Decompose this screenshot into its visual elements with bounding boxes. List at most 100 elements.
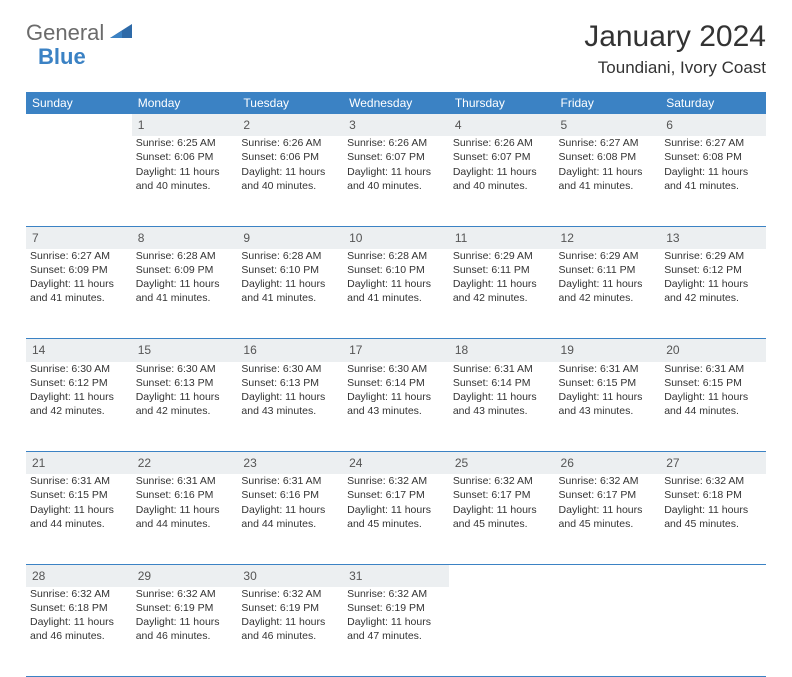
- day-cell: Sunrise: 6:27 AMSunset: 6:08 PMDaylight:…: [555, 136, 661, 226]
- day-cell: Sunrise: 6:32 AMSunset: 6:17 PMDaylight:…: [449, 474, 555, 564]
- cell-sunrise: Sunrise: 6:29 AM: [664, 249, 762, 263]
- week-row: Sunrise: 6:27 AMSunset: 6:09 PMDaylight:…: [26, 249, 766, 339]
- daynum-row: 28293031: [26, 564, 766, 587]
- day-number: 21: [26, 452, 132, 475]
- cell-sunrise: Sunrise: 6:30 AM: [241, 362, 339, 376]
- day-number: 17: [343, 339, 449, 362]
- cell-day1: Daylight: 11 hours: [136, 615, 234, 629]
- cell-day1: Daylight: 11 hours: [664, 390, 762, 404]
- cell-sunset: Sunset: 6:07 PM: [453, 150, 551, 164]
- cell-sunrise: Sunrise: 6:32 AM: [347, 587, 445, 601]
- day-number: 26: [555, 452, 661, 475]
- header: General January 2024 Toundiani, Ivory Co…: [26, 20, 766, 78]
- week-row: Sunrise: 6:31 AMSunset: 6:15 PMDaylight:…: [26, 474, 766, 564]
- cell-day2: and 46 minutes.: [30, 629, 128, 643]
- day-header: Sunday: [26, 92, 132, 114]
- cell-day1: Daylight: 11 hours: [241, 390, 339, 404]
- cell-sunrise: Sunrise: 6:31 AM: [30, 474, 128, 488]
- cell-day2: and 40 minutes.: [453, 179, 551, 193]
- day-number: 11: [449, 226, 555, 249]
- daynum-row: 78910111213: [26, 226, 766, 249]
- cell-day2: and 40 minutes.: [136, 179, 234, 193]
- cell-sunset: Sunset: 6:19 PM: [347, 601, 445, 615]
- cell-sunset: Sunset: 6:14 PM: [453, 376, 551, 390]
- day-cell: Sunrise: 6:30 AMSunset: 6:13 PMDaylight:…: [132, 362, 238, 452]
- day-cell: Sunrise: 6:32 AMSunset: 6:17 PMDaylight:…: [343, 474, 449, 564]
- day-number: 20: [660, 339, 766, 362]
- cell-sunrise: Sunrise: 6:25 AM: [136, 136, 234, 150]
- cell-sunset: Sunset: 6:14 PM: [347, 376, 445, 390]
- cell-day2: and 41 minutes.: [136, 291, 234, 305]
- cell-sunrise: Sunrise: 6:30 AM: [347, 362, 445, 376]
- cell-sunset: Sunset: 6:10 PM: [241, 263, 339, 277]
- cell-day2: and 43 minutes.: [559, 404, 657, 418]
- day-cell: Sunrise: 6:31 AMSunset: 6:14 PMDaylight:…: [449, 362, 555, 452]
- week-row: Sunrise: 6:30 AMSunset: 6:12 PMDaylight:…: [26, 362, 766, 452]
- cell-sunrise: Sunrise: 6:26 AM: [453, 136, 551, 150]
- cell-sunrise: Sunrise: 6:26 AM: [241, 136, 339, 150]
- cell-sunset: Sunset: 6:09 PM: [136, 263, 234, 277]
- cell-day2: and 42 minutes.: [136, 404, 234, 418]
- week-row: Sunrise: 6:32 AMSunset: 6:18 PMDaylight:…: [26, 587, 766, 677]
- cell-day1: Daylight: 11 hours: [241, 615, 339, 629]
- cell-day1: Daylight: 11 hours: [136, 277, 234, 291]
- day-header-row: Sunday Monday Tuesday Wednesday Thursday…: [26, 92, 766, 114]
- calendar-table: Sunday Monday Tuesday Wednesday Thursday…: [26, 92, 766, 677]
- cell-sunset: Sunset: 6:11 PM: [453, 263, 551, 277]
- cell-day1: Daylight: 11 hours: [30, 277, 128, 291]
- day-cell: Sunrise: 6:29 AMSunset: 6:11 PMDaylight:…: [555, 249, 661, 339]
- cell-sunset: Sunset: 6:13 PM: [136, 376, 234, 390]
- day-cell: Sunrise: 6:27 AMSunset: 6:08 PMDaylight:…: [660, 136, 766, 226]
- cell-sunrise: Sunrise: 6:28 AM: [347, 249, 445, 263]
- cell-day2: and 44 minutes.: [241, 517, 339, 531]
- day-number: [660, 564, 766, 587]
- cell-day1: Daylight: 11 hours: [241, 503, 339, 517]
- day-cell: Sunrise: 6:26 AMSunset: 6:07 PMDaylight:…: [343, 136, 449, 226]
- day-cell: [449, 587, 555, 677]
- day-cell: Sunrise: 6:30 AMSunset: 6:12 PMDaylight:…: [26, 362, 132, 452]
- cell-day2: and 44 minutes.: [30, 517, 128, 531]
- day-cell: Sunrise: 6:31 AMSunset: 6:15 PMDaylight:…: [26, 474, 132, 564]
- day-number: 25: [449, 452, 555, 475]
- cell-day2: and 46 minutes.: [241, 629, 339, 643]
- cell-sunset: Sunset: 6:16 PM: [136, 488, 234, 502]
- cell-sunrise: Sunrise: 6:27 AM: [30, 249, 128, 263]
- cell-day2: and 47 minutes.: [347, 629, 445, 643]
- cell-sunrise: Sunrise: 6:30 AM: [30, 362, 128, 376]
- cell-day2: and 46 minutes.: [136, 629, 234, 643]
- cell-sunrise: Sunrise: 6:28 AM: [241, 249, 339, 263]
- cell-sunrise: Sunrise: 6:31 AM: [241, 474, 339, 488]
- cell-day1: Daylight: 11 hours: [347, 390, 445, 404]
- cell-day2: and 41 minutes.: [347, 291, 445, 305]
- day-number: [26, 114, 132, 136]
- day-cell: [660, 587, 766, 677]
- cell-sunrise: Sunrise: 6:32 AM: [241, 587, 339, 601]
- cell-sunrise: Sunrise: 6:32 AM: [664, 474, 762, 488]
- day-cell: Sunrise: 6:31 AMSunset: 6:15 PMDaylight:…: [555, 362, 661, 452]
- day-cell: Sunrise: 6:32 AMSunset: 6:19 PMDaylight:…: [132, 587, 238, 677]
- cell-day2: and 41 minutes.: [241, 291, 339, 305]
- day-cell: Sunrise: 6:32 AMSunset: 6:19 PMDaylight:…: [343, 587, 449, 677]
- cell-sunrise: Sunrise: 6:32 AM: [136, 587, 234, 601]
- cell-sunrise: Sunrise: 6:29 AM: [559, 249, 657, 263]
- day-header: Monday: [132, 92, 238, 114]
- logo-text-1: General: [26, 20, 104, 46]
- cell-sunset: Sunset: 6:15 PM: [30, 488, 128, 502]
- day-number: 28: [26, 564, 132, 587]
- cell-day1: Daylight: 11 hours: [30, 615, 128, 629]
- week-row: Sunrise: 6:25 AMSunset: 6:06 PMDaylight:…: [26, 136, 766, 226]
- day-number: 7: [26, 226, 132, 249]
- cell-day2: and 42 minutes.: [559, 291, 657, 305]
- daynum-row: 123456: [26, 114, 766, 136]
- cell-sunrise: Sunrise: 6:32 AM: [347, 474, 445, 488]
- day-cell: Sunrise: 6:31 AMSunset: 6:16 PMDaylight:…: [132, 474, 238, 564]
- cell-sunset: Sunset: 6:15 PM: [664, 376, 762, 390]
- day-header: Friday: [555, 92, 661, 114]
- cell-day1: Daylight: 11 hours: [664, 277, 762, 291]
- cell-day1: Daylight: 11 hours: [30, 503, 128, 517]
- cell-day1: Daylight: 11 hours: [30, 390, 128, 404]
- day-cell: Sunrise: 6:32 AMSunset: 6:18 PMDaylight:…: [26, 587, 132, 677]
- day-number: 16: [237, 339, 343, 362]
- logo-sub: Blue: [38, 44, 86, 70]
- cell-sunrise: Sunrise: 6:27 AM: [664, 136, 762, 150]
